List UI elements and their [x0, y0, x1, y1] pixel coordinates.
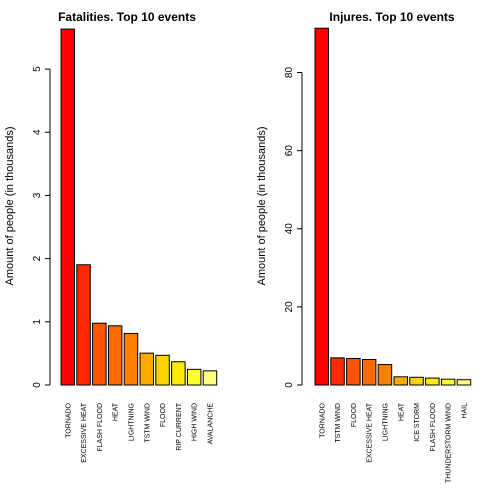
fatalities-x-tick-label: FLASH FLOOD	[97, 403, 104, 452]
fatalities-x-tick-label: AVALANCHE	[207, 403, 214, 445]
injures-bar	[377, 364, 393, 386]
injures-x-tick-label: ICE STORM	[414, 403, 421, 442]
injures-x-tick-label: TORNADO	[319, 402, 326, 437]
injures-chart-panel: Injures. Top 10 events Amount of people …	[256, 10, 472, 483]
fatalities-y-tick-label: 3	[32, 192, 43, 198]
fatalities-x-tick-label: HEAT	[113, 402, 120, 421]
fatalities-y-tick-label: 0	[32, 382, 43, 388]
fatalities-bar	[60, 28, 75, 386]
injures-bar	[330, 357, 345, 386]
injures-y-tick-label: 20	[284, 301, 295, 313]
injures-bar	[440, 378, 456, 386]
fatalities-bar	[92, 322, 107, 386]
injures-y-axis-label: Amount of people (in thousands)	[256, 127, 268, 286]
injures-bar	[425, 377, 440, 386]
injures-y-tick-label: 0	[284, 382, 295, 388]
injures-y-tick-label: 60	[284, 145, 295, 157]
fatalities-x-tick-label: EXCESSIVE HEAT	[81, 402, 88, 463]
fatalities-x-tick-label: LIGHTNING	[128, 403, 135, 441]
injures-bar	[346, 357, 361, 386]
injures-bar	[361, 359, 377, 386]
fatalities-y-tick-label: 5	[32, 66, 43, 72]
fatalities-chart-title: Fatalities. Top 10 events	[58, 10, 196, 24]
injures-chart-title: Injures. Top 10 events	[329, 10, 454, 24]
fatalities-y-axis-label: Amount of people (in thousands)	[4, 127, 16, 286]
fatalities-chart-panel: Fatalities. Top 10 events Amount of peop…	[4, 10, 218, 463]
fatalities-bar	[76, 264, 91, 386]
injures-x-tick-label: TSTM WIND	[335, 403, 342, 443]
fatalities-bar	[155, 354, 170, 386]
fatalities-y-tick-label: 4	[32, 129, 43, 135]
fatalities-bar	[202, 370, 218, 386]
injures-y-tick-label: 40	[284, 223, 295, 235]
fatalities-bar	[139, 352, 154, 386]
fatalities-x-tick-label: RIP CURRENT	[176, 402, 183, 450]
injures-bar	[456, 379, 472, 386]
injures-x-tick-label: HEAT	[398, 402, 405, 421]
injures-bar	[409, 376, 424, 386]
fatalities-x-tick-label: HIGH WIND	[192, 403, 199, 441]
fatalities-bar	[123, 332, 139, 386]
injures-x-tick-label: LIGHTNING	[382, 403, 389, 441]
fatalities-x-tick-label: FLOOD	[160, 403, 167, 427]
injures-x-tick-label: EXCESSIVE HEAT	[367, 402, 374, 463]
fatalities-y-tick-label: 1	[32, 319, 43, 325]
fatalities-x-tick-label: TSTM WIND	[144, 403, 151, 443]
injures-x-tick-label: HAIL	[461, 403, 468, 419]
injures-x-tick-label: THUNDERSTORM WIND	[446, 403, 453, 483]
fatalities-bar	[171, 361, 186, 386]
injures-bar	[314, 27, 329, 386]
fatalities-y-tick-label: 2	[32, 255, 43, 261]
fatalities-bar	[186, 368, 202, 386]
injures-x-tick-label: FLOOD	[351, 403, 358, 427]
injures-bar	[393, 376, 408, 386]
fatalities-bar	[107, 325, 123, 386]
injures-x-tick-label: FLASH FLOOD	[430, 403, 437, 452]
injures-y-tick-label: 80	[284, 67, 295, 79]
fatalities-x-tick-label: TORNADO	[65, 402, 72, 437]
